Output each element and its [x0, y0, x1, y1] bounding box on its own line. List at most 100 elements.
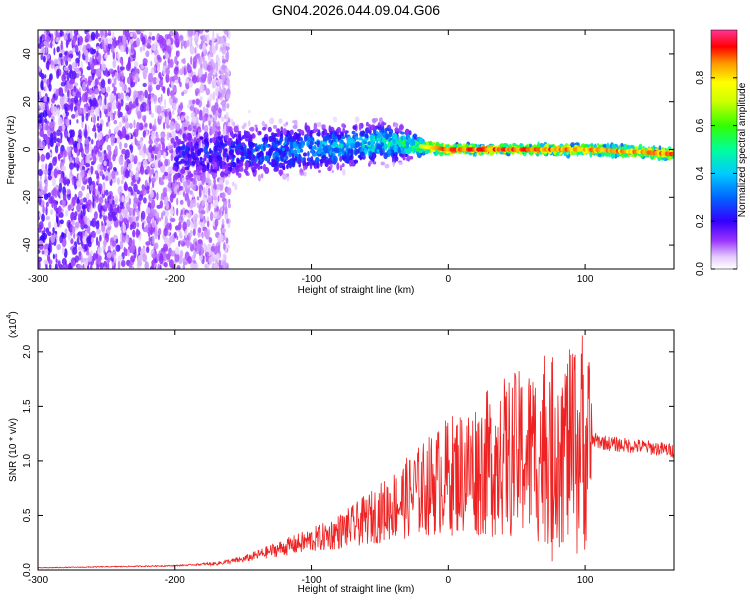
heatmap-cell: [74, 221, 80, 229]
heatmap-cell: [207, 100, 210, 108]
heatmap-cell: [115, 244, 121, 252]
heatmap-cell: [70, 102, 74, 112]
heatmap-cell: [235, 170, 239, 176]
heatmap-cell: [201, 231, 204, 239]
heatmap-cell: [321, 130, 325, 138]
heatmap-cell: [178, 240, 181, 247]
heatmap-cell: [222, 143, 228, 147]
heatmap-cell: [61, 246, 65, 255]
heatmap-cell: [104, 189, 109, 196]
heatmap-cell: [124, 30, 130, 38]
heatmap-cell: [212, 91, 216, 101]
heatmap-cell: [38, 139, 42, 149]
heatmap-cell: [397, 147, 401, 153]
heatmap-cell: [157, 228, 162, 236]
heatmap-cell: [111, 170, 116, 180]
heatmap-cell: [300, 148, 304, 153]
heatmap-cell: [192, 263, 198, 269]
heatmap-cell: [213, 178, 216, 184]
heatmap-cell: [38, 119, 42, 124]
heatmap-cell: [164, 111, 167, 118]
heatmap-cell: [117, 65, 120, 75]
heatmap-cell: [60, 58, 63, 66]
heatmap-cell: [104, 95, 107, 106]
heatmap-cell: [160, 93, 163, 103]
heatmap-cell: [79, 233, 82, 242]
heatmap-cell: [86, 192, 90, 200]
heatmap-cell: [199, 96, 203, 101]
heatmap-cell: [91, 236, 94, 244]
heatmap-cell: [128, 163, 133, 170]
heatmap-cell: [255, 126, 258, 133]
heatmap-cell: [363, 141, 368, 145]
heatmap-cell: [110, 205, 114, 214]
heatmap-cell: [182, 221, 187, 232]
heatmap-cell: [319, 140, 323, 145]
heatmap-cell: [44, 244, 49, 248]
heatmap-cell: [194, 127, 197, 133]
heatmap-cell: [130, 189, 134, 196]
heatmap-cell: [181, 66, 184, 76]
heatmap-cell: [148, 144, 153, 154]
heatmap-cell: [210, 211, 214, 222]
heatmap-cell: [214, 151, 219, 157]
heatmap-cell: [383, 152, 388, 160]
heatmap-cell: [159, 76, 164, 81]
heatmap-cell: [98, 196, 104, 204]
heatmap-cell: [182, 57, 186, 65]
heatmap-cell: [148, 139, 154, 145]
heatmap-cell: [257, 163, 261, 171]
heatmap-cell: [163, 171, 169, 177]
heatmap-cell: [382, 147, 385, 155]
heatmap-cell: [165, 238, 168, 244]
heatmap-cell: [119, 239, 124, 250]
heatmap-cell: [289, 129, 294, 135]
heatmap-cell: [204, 30, 210, 33]
heatmap-cell: [346, 152, 350, 159]
heatmap-cell: [47, 231, 52, 237]
heatmap-cell: [415, 146, 420, 152]
heatmap-cell: [224, 200, 228, 207]
heatmap-cell: [81, 185, 85, 191]
heatmap-cell: [347, 136, 352, 144]
heatmap-cell: [317, 129, 321, 137]
heatmap-cell: [73, 157, 76, 162]
heatmap-cell: [170, 207, 174, 216]
x-tick-label: -300: [28, 274, 48, 285]
heatmap-cell: [62, 57, 65, 66]
heatmap-cell: [162, 55, 166, 60]
heatmap-cell: [132, 208, 136, 217]
heatmap-cell: [149, 169, 152, 179]
heatmap-cell: [217, 108, 222, 114]
heatmap-cell: [178, 191, 182, 196]
heatmap-cell: [156, 105, 162, 115]
heatmap-cell: [172, 102, 177, 111]
heatmap-cell: [306, 157, 311, 162]
spectrogram-y-axis-label: Frequency (Hz): [6, 116, 17, 185]
heatmap-cell: [240, 156, 246, 161]
heatmap-cell: [224, 71, 229, 78]
heatmap-cell: [38, 180, 43, 190]
heatmap-cell: [225, 52, 230, 60]
heatmap-cell: [112, 251, 115, 259]
heatmap-cell: [614, 153, 618, 157]
heatmap-cell: [53, 47, 56, 56]
heatmap-cell: [202, 55, 205, 63]
heatmap-cell: [61, 237, 67, 248]
heatmap-cell: [187, 255, 192, 264]
heatmap-cell: [86, 236, 91, 243]
heatmap-cell: [207, 194, 212, 204]
heatmap-cell: [148, 212, 153, 218]
heatmap-cell: [125, 169, 130, 179]
heatmap-cell: [130, 181, 135, 187]
heatmap-cell: [671, 152, 674, 157]
heatmap-cell: [221, 192, 226, 199]
heatmap-cell: [267, 126, 272, 133]
heatmap-cell: [104, 42, 106, 51]
heatmap-cell: [117, 260, 121, 269]
heatmap-cell: [205, 253, 208, 263]
heatmap-cell: [202, 166, 207, 173]
heatmap-cell: [211, 262, 215, 269]
heatmap-cell: [187, 171, 192, 179]
heatmap-cell: [228, 149, 234, 155]
